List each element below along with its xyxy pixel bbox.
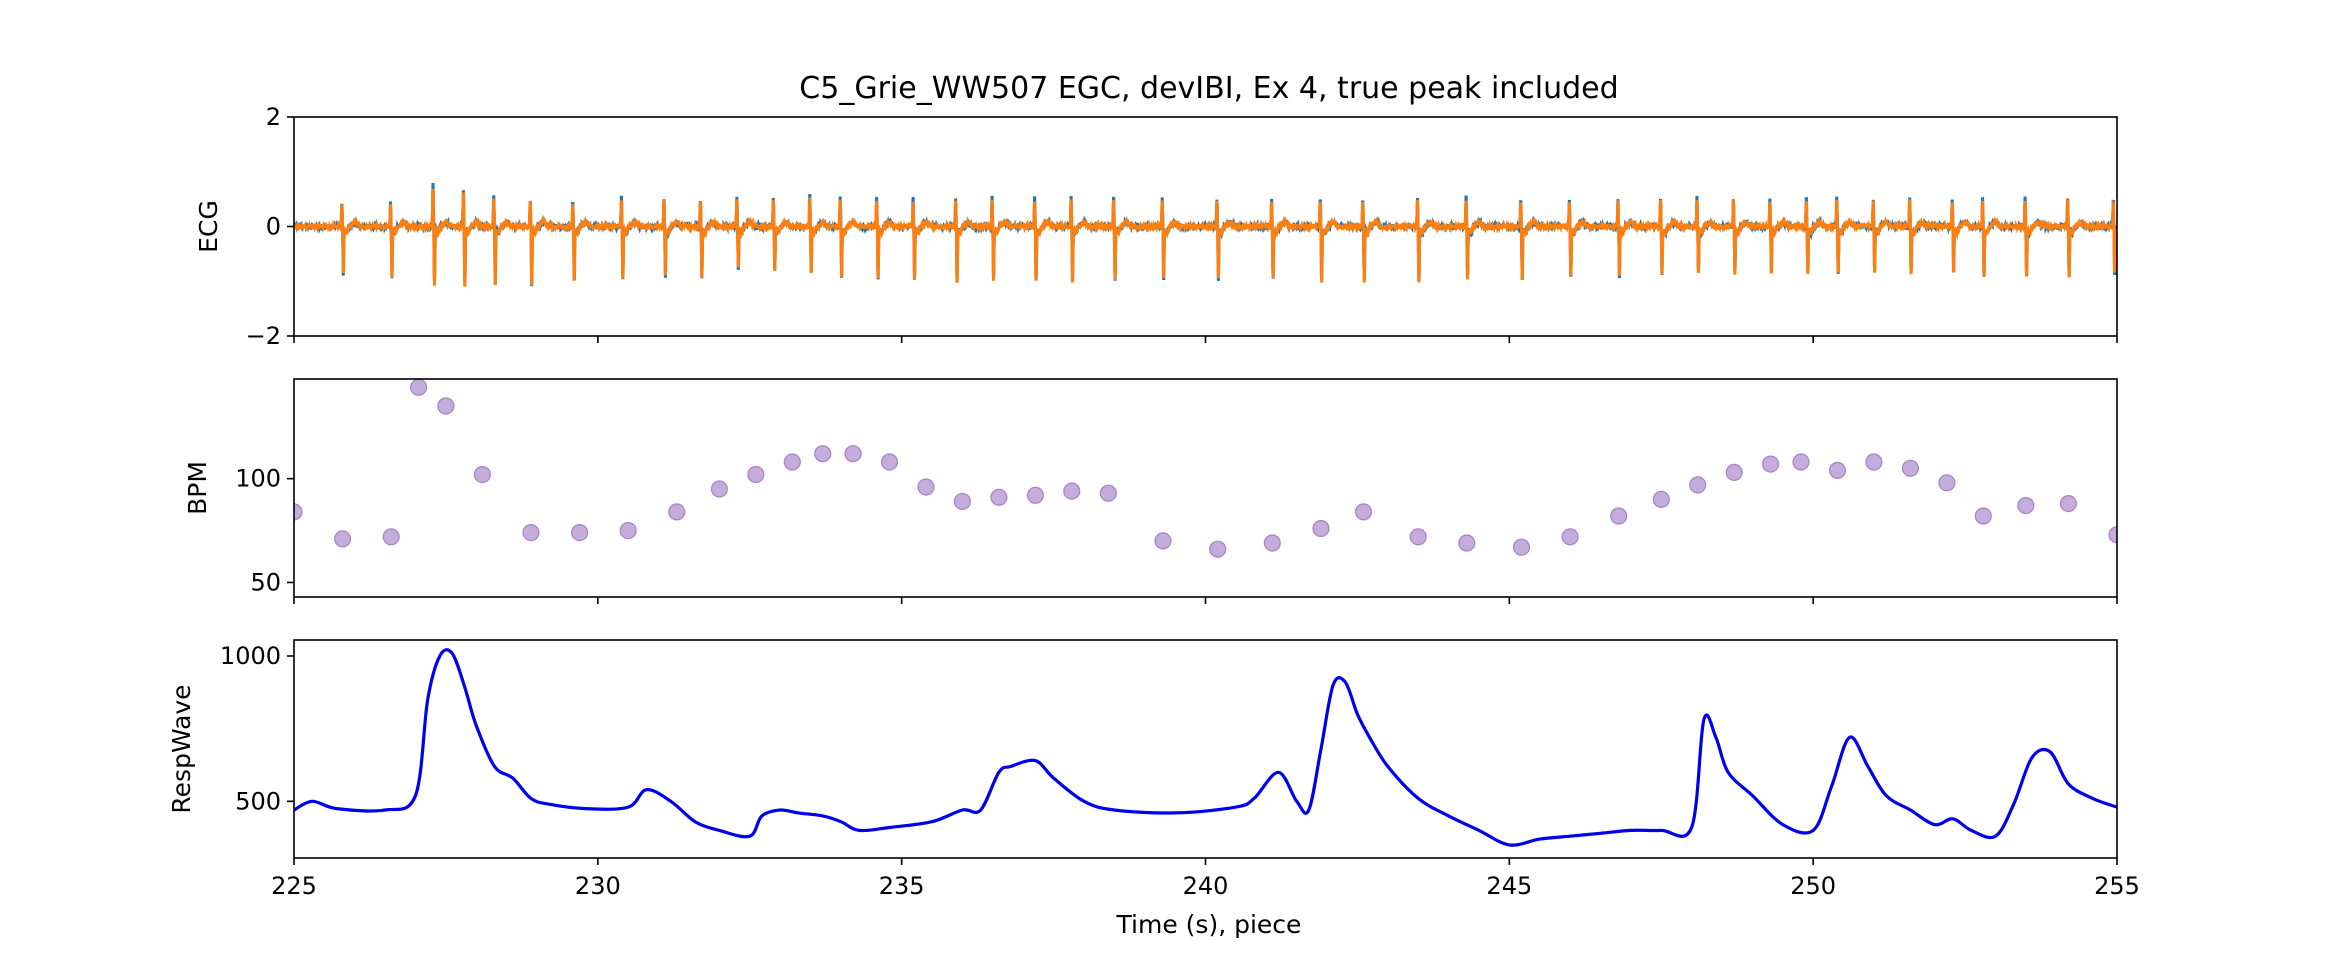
- bpm-point: [2108, 526, 2117, 544]
- bpm-point: [1209, 540, 1227, 558]
- bpm-point: [2017, 497, 2035, 515]
- bpm-point: [783, 453, 801, 471]
- x-axis-label: Time (s), piece: [1116, 910, 1302, 939]
- y-axis-label: ECG: [194, 200, 223, 253]
- bpm-point: [990, 488, 1008, 506]
- bpm-point: [880, 453, 899, 471]
- bpm-point: [334, 530, 352, 548]
- plot-area: [294, 648, 2117, 847]
- x-tick-label: 255: [2094, 872, 2140, 900]
- x-tick-label: 240: [1183, 872, 1229, 900]
- y-tick-label: 0: [266, 213, 281, 241]
- bpm-point: [294, 503, 303, 521]
- y-axis-label: RespWave: [167, 684, 196, 813]
- bpm-point: [1458, 534, 1476, 552]
- plot-area: [294, 379, 2117, 558]
- x-tick-label: 235: [879, 872, 925, 900]
- bpm-point: [1901, 459, 1920, 477]
- bpm-point: [522, 523, 540, 542]
- plot-area: [294, 183, 2117, 287]
- y-tick-label: 1000: [220, 642, 281, 670]
- bpm-point: [1561, 528, 1579, 546]
- x-tick-label: 245: [1486, 872, 1532, 900]
- bpm-point: [570, 523, 589, 542]
- y-tick-label: −2: [246, 322, 281, 350]
- bpm-point: [814, 445, 832, 463]
- bpm-point: [710, 480, 729, 498]
- bpm-point: [1354, 503, 1373, 521]
- bpm-point: [1652, 490, 1670, 508]
- y-tick-label: 100: [235, 465, 281, 493]
- resp-panel: 225 230 235 240 245 250 255 500 1000 RespWave: [167, 639, 2140, 900]
- bpm-point: [1263, 534, 1281, 552]
- y-tick-label: 50: [250, 568, 281, 596]
- bpm-point: [410, 379, 428, 396]
- bpm-point: [619, 521, 637, 540]
- bpm-point: [953, 492, 972, 511]
- x-tick-label: 250: [1790, 872, 1836, 900]
- bpm-point: [1792, 453, 1810, 471]
- bpm-point: [1063, 482, 1081, 500]
- resp-line: [294, 648, 2117, 847]
- bpm-point: [382, 528, 400, 546]
- bpm-point: [668, 503, 686, 521]
- bpm-point: [473, 465, 491, 484]
- bpm-point: [437, 397, 455, 415]
- bpm-point: [844, 445, 862, 463]
- y-tick-label: 2: [266, 103, 281, 131]
- bpm-point: [1512, 538, 1531, 556]
- ecg-filtered-line: [294, 188, 2117, 287]
- bpm-point: [1154, 532, 1172, 550]
- x-tick-label: 225: [271, 872, 317, 900]
- bpm-point: [1099, 484, 1117, 502]
- bpm-point: [1409, 528, 1427, 546]
- y-tick-label: 500: [235, 787, 281, 815]
- bpm-point: [917, 478, 935, 496]
- bpm-point: [2059, 495, 2077, 513]
- bpm-point: [1725, 463, 1743, 481]
- bpm-point: [1312, 519, 1330, 538]
- bpm-point: [1974, 507, 1992, 525]
- bpm-point: [1761, 455, 1780, 473]
- x-tick-label: 230: [575, 872, 621, 900]
- chart-title: C5_Grie_WW507 EGC, devIBI, Ex 4, true pe…: [799, 71, 1618, 106]
- bpm-point: [1689, 476, 1707, 494]
- bpm-point: [1828, 461, 1847, 479]
- bpm-point: [1610, 507, 1628, 525]
- bpm-point: [747, 465, 765, 484]
- ecg-panel: −2 0 2 ECG: [194, 103, 2118, 350]
- bpm-panel: 50 100 BPM: [183, 378, 2118, 604]
- bpm-point: [1938, 474, 1956, 492]
- bpm-point: [1026, 486, 1045, 504]
- bpm-point: [1865, 453, 1883, 471]
- y-axis-label: BPM: [183, 461, 212, 515]
